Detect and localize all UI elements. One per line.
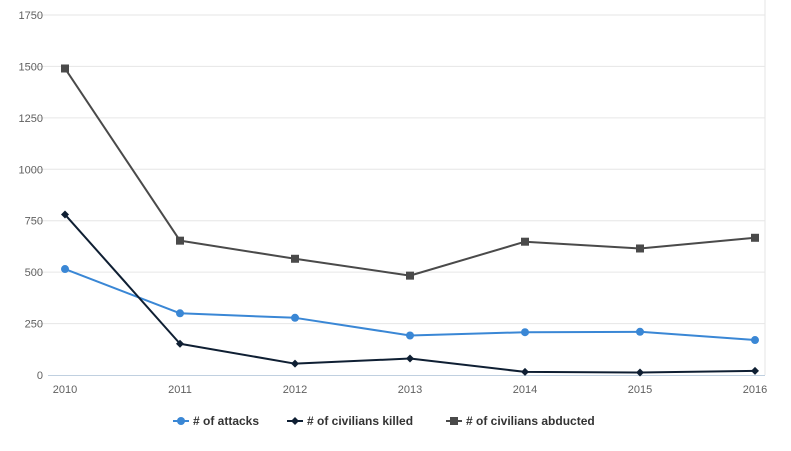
data-point (61, 265, 69, 274)
data-point (61, 210, 69, 219)
series-2 (61, 210, 759, 377)
series-layer (61, 64, 759, 377)
legend-label: # of attacks (193, 414, 259, 428)
y-tick-label: 0 (37, 370, 43, 382)
x-tick-label: 2010 (53, 384, 77, 396)
data-point (176, 309, 184, 318)
data-point (751, 336, 759, 345)
data-point (291, 359, 299, 368)
data-point (521, 328, 529, 337)
series-line (64, 213, 756, 374)
y-tick-label: 500 (25, 267, 43, 279)
series-line (64, 67, 756, 277)
x-tick-label: 2015 (628, 384, 652, 396)
data-point (636, 368, 644, 377)
data-point (291, 313, 299, 322)
y-axis-labels: 0 250 500 750 1000 1250 1500 1750 (19, 10, 43, 382)
y-tick-label: 1250 (19, 113, 43, 125)
x-axis-labels: 2010 2011 2012 2013 2014 2015 2016 (53, 384, 767, 396)
data-point (751, 233, 759, 242)
series-1 (61, 265, 759, 345)
data-point (176, 236, 184, 245)
data-point (636, 244, 644, 253)
data-point (751, 366, 759, 375)
x-tick-label: 2014 (513, 384, 537, 396)
series-3 (61, 64, 759, 280)
y-tick-label: 250 (25, 319, 43, 331)
data-point (61, 64, 69, 73)
data-point (406, 271, 414, 280)
data-point (406, 331, 414, 340)
data-point (521, 367, 529, 376)
data-point (176, 339, 184, 348)
x-tick-label: 2016 (743, 384, 767, 396)
y-tick-label: 1750 (19, 10, 43, 22)
data-point (291, 254, 299, 263)
x-tick-label: 2011 (168, 384, 192, 396)
legend-marker (291, 417, 299, 425)
legend-label: # of civilians abducted (466, 414, 595, 428)
legend-item-1[interactable]: # of attacks (173, 414, 259, 428)
y-tick-label: 1500 (19, 61, 43, 73)
x-tick-label: 2013 (398, 384, 422, 396)
y-tick-label: 1000 (19, 164, 43, 176)
y-tick-label: 750 (25, 216, 43, 228)
data-point (406, 354, 414, 363)
data-point (521, 237, 529, 246)
data-point (636, 327, 644, 336)
legend-marker (177, 417, 185, 425)
x-tick-label: 2012 (283, 384, 307, 396)
legend-label: # of civilians killed (307, 414, 413, 428)
legend: # of attacks # of civilians killed # of ci… (173, 414, 595, 428)
grid-layer (30, 0, 766, 376)
legend-item-3[interactable]: # of civilians abducted (446, 414, 595, 428)
legend-item-2[interactable]: # of civilians killed (287, 414, 413, 428)
legend-marker (450, 417, 458, 425)
